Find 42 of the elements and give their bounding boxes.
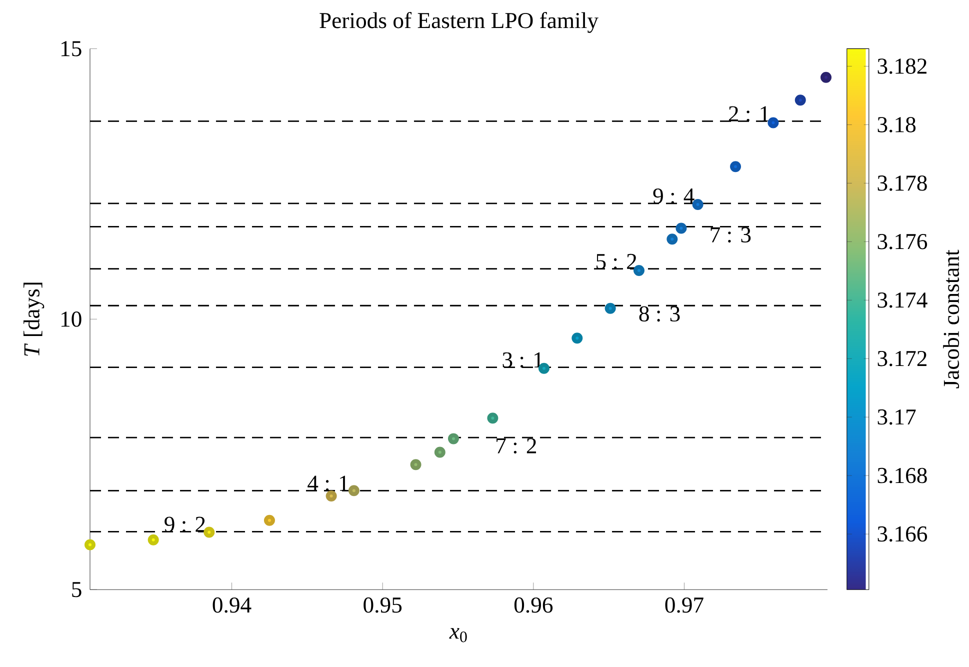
x-tick-label: 0.94 xyxy=(212,597,252,613)
color-bar-label: 3.168 xyxy=(878,468,927,484)
point xyxy=(84,539,96,550)
color-bar-label: 3.172 xyxy=(878,350,926,366)
chart-title: Periods of Eastern LPO family xyxy=(320,12,598,33)
x-tick-label: 0.97 xyxy=(665,597,704,613)
point xyxy=(768,117,779,128)
annotation: 7 : 2 xyxy=(496,438,536,454)
annotation: 7 : 3 xyxy=(710,227,751,243)
point xyxy=(326,490,337,502)
y-tick-label: 10 xyxy=(62,311,82,327)
y-tick-label: 5 xyxy=(72,582,82,598)
color-bar-label: 3.178 xyxy=(878,175,927,191)
color-bar-label: 3.182 xyxy=(878,58,926,74)
point xyxy=(676,222,687,234)
point xyxy=(666,234,678,245)
point xyxy=(264,514,275,526)
point xyxy=(148,534,159,546)
point xyxy=(434,446,446,458)
point xyxy=(794,94,806,106)
point xyxy=(487,412,498,424)
point xyxy=(572,332,583,344)
y-axis-title: T [days] xyxy=(24,282,44,356)
color-bar-label: 3.18 xyxy=(878,117,916,132)
point xyxy=(204,526,215,538)
point xyxy=(538,362,550,374)
point xyxy=(730,161,742,172)
color-bar-label: 3.174 xyxy=(878,292,928,308)
annotation: 8 : 3 xyxy=(639,306,680,322)
point xyxy=(448,433,459,444)
color-bar-label: 3.166 xyxy=(878,526,928,542)
point xyxy=(410,459,422,470)
color-bar-label: 3.17 xyxy=(878,409,916,425)
x-tick-label: 0.96 xyxy=(514,597,553,613)
point xyxy=(348,485,360,496)
x-tick-label: 0.95 xyxy=(364,597,402,613)
x-axis-title: x$_{0}$ xyxy=(449,628,467,642)
point xyxy=(604,302,616,314)
color-bar-title: Jacobi constant xyxy=(943,250,960,388)
point xyxy=(820,72,832,83)
color-bar-label: 3.176 xyxy=(878,234,928,250)
y-tick-label: 15 xyxy=(62,41,82,56)
